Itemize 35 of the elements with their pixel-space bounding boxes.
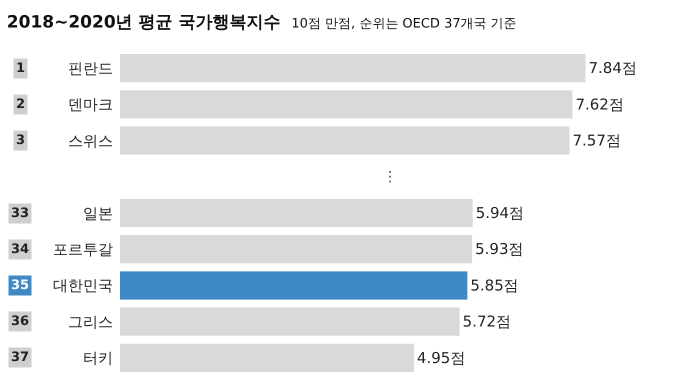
data-label: 7.57점 bbox=[572, 132, 621, 150]
text: 37 bbox=[11, 350, 30, 365]
bar bbox=[120, 90, 572, 118]
text: 2 bbox=[16, 97, 26, 112]
bar bbox=[120, 271, 468, 300]
data-label: 5.93점 bbox=[475, 240, 524, 258]
data-label: 7.62점 bbox=[575, 95, 624, 114]
text: 36 bbox=[11, 314, 30, 329]
chart-subtitle: 10점 만점, 순위는 OECD 37개국 기준 bbox=[291, 16, 517, 32]
y-tick-label: 덴마크 bbox=[68, 96, 113, 114]
text: 33 bbox=[11, 206, 30, 221]
data-label: 7.84점 bbox=[588, 59, 637, 78]
bar bbox=[120, 344, 414, 372]
data-label: 4.95점 bbox=[416, 348, 466, 367]
y-tick-label: 포르투갈 bbox=[53, 240, 113, 258]
annotation: ⋮ bbox=[383, 169, 397, 185]
bar bbox=[120, 54, 586, 82]
text: 1 bbox=[16, 61, 26, 76]
bar bbox=[120, 198, 473, 228]
bar bbox=[120, 235, 472, 264]
y-tick-label: 핀란드 bbox=[68, 59, 113, 78]
data-label: 5.94점 bbox=[476, 204, 524, 222]
y-tick-label: 대한민국 bbox=[53, 276, 113, 295]
chart-title: 2018~2020년 평균 국가행복지수 bbox=[6, 12, 281, 32]
text: 34 bbox=[11, 242, 30, 257]
data-label: 5.72점 bbox=[462, 312, 512, 331]
text: 3 bbox=[16, 133, 26, 148]
y-tick-label: 터키 bbox=[83, 349, 113, 368]
text: 35 bbox=[11, 278, 30, 293]
y-tick-label: 그리스 bbox=[68, 312, 113, 331]
bar bbox=[120, 126, 570, 155]
y-tick-label: 스위스 bbox=[68, 132, 113, 150]
y-tick-label: 일본 bbox=[83, 204, 113, 222]
bar bbox=[120, 308, 460, 336]
data-label: 5.85점 bbox=[470, 276, 519, 294]
